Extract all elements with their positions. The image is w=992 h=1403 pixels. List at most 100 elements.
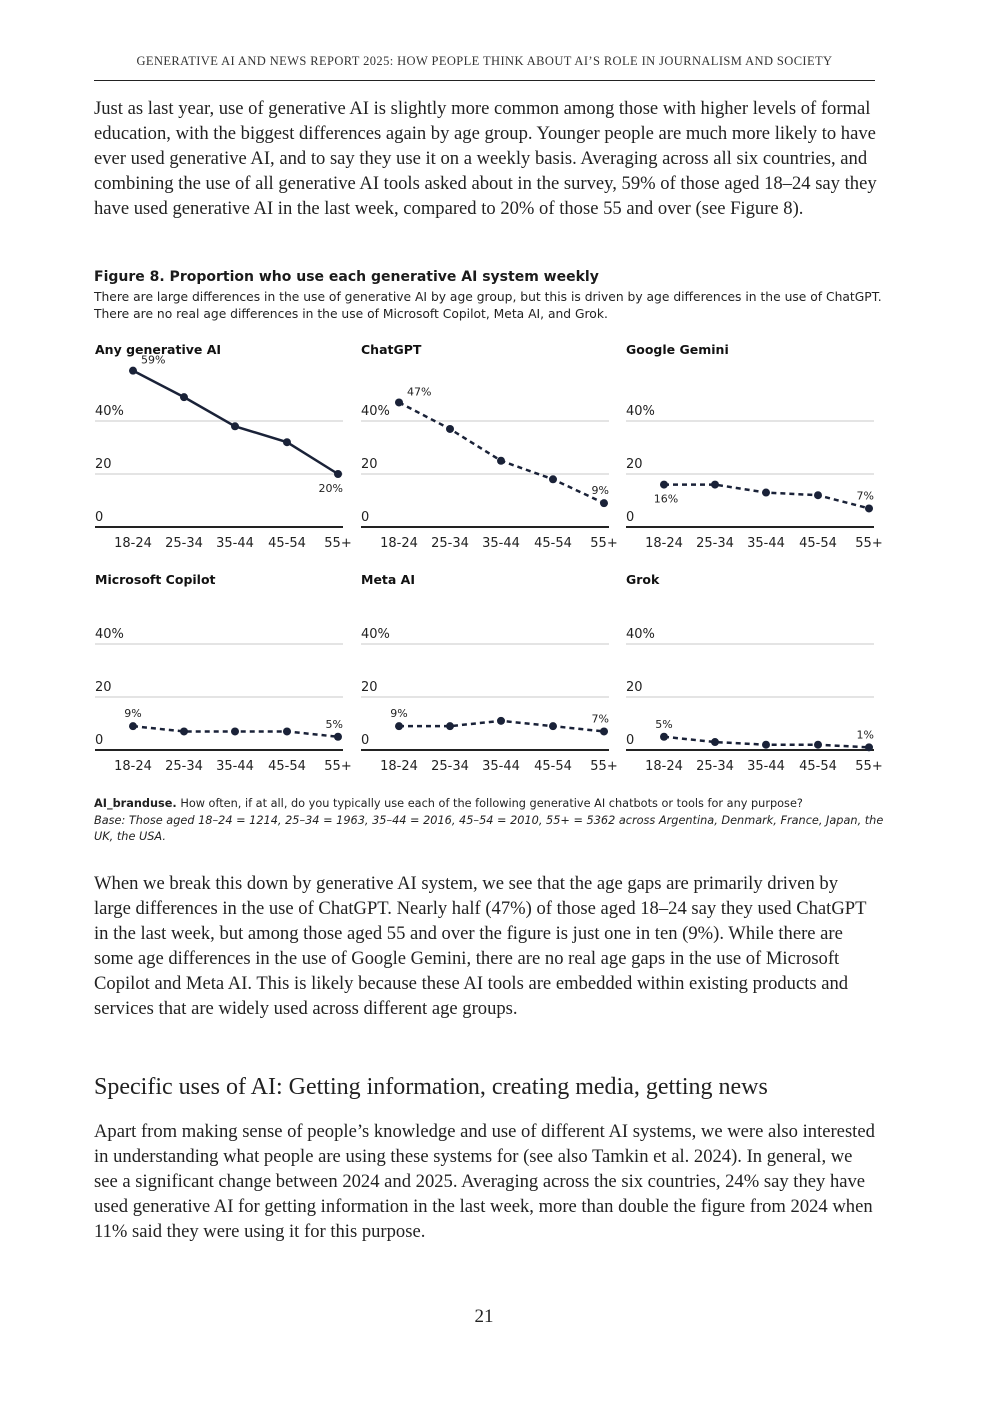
x-tick-label: 35-44 [747, 536, 785, 551]
data-label: 9% [592, 484, 609, 497]
data-point [334, 470, 342, 478]
x-tick-label: 18-24 [645, 759, 683, 774]
data-point [283, 727, 291, 736]
note-label: AI_branduse. [94, 797, 177, 810]
y-tick-label: 20 [361, 457, 378, 472]
x-tick-label: 18-24 [114, 759, 152, 774]
x-tick-label: 45-54 [268, 536, 306, 551]
chart-panel-microsoft-copilot: Microsoft Copilot 0 20 40% 18-24 25-34 35-44 45… [95, 570, 352, 785]
data-label: 9% [124, 707, 141, 720]
chart-title: Grok [626, 572, 660, 587]
x-tick-label: 55+ [855, 759, 882, 774]
y-tick-label: 40% [626, 627, 655, 642]
data-label: 59% [141, 354, 165, 367]
series-line [664, 483, 870, 510]
chart-svg: Grok 0 20 40% 18-24 25-34 35-44 45-54 55+ 5% 1% [626, 572, 883, 774]
data-point [814, 740, 822, 749]
data-label: 47% [407, 385, 431, 398]
x-tick-label: 55+ [855, 536, 882, 551]
data-label: 20% [319, 482, 343, 495]
chart-panel-chatgpt: ChatGPT 0 20 40% 18-24 25-34 35-44 45-54 55+ 47% 9… [361, 340, 618, 555]
data-label: 16% [654, 493, 678, 506]
chart-svg: Meta AI 0 20 40% 18-24 25-34 35-44 45-54 55+ 9% 7% [361, 572, 618, 774]
figure-subtitle: There are large differences in the use o… [94, 290, 882, 321]
data-point [600, 499, 608, 508]
figure-title: Figure 8. Proportion who use each genera… [94, 269, 599, 285]
data-point [865, 504, 873, 513]
x-tick-label: 45-54 [534, 536, 572, 551]
series-line [398, 401, 605, 505]
data-label: 7% [857, 489, 874, 502]
data-label: 1% [857, 728, 874, 741]
x-tick-label: 45-54 [799, 536, 837, 551]
data-point [814, 491, 822, 500]
data-point [549, 722, 557, 731]
data-point [334, 732, 342, 741]
x-tick-label: 45-54 [534, 759, 572, 774]
data-point [762, 740, 770, 749]
data-point [395, 398, 403, 407]
x-tick-label: 55+ [324, 759, 351, 774]
x-tick-label: 18-24 [645, 536, 683, 551]
data-point [231, 422, 239, 431]
x-tick-label: 55+ [590, 536, 617, 551]
data-point [660, 732, 668, 741]
data-point [231, 727, 239, 736]
note-question: How often, if at all, do you typically u… [176, 797, 803, 810]
chart-title: Microsoft Copilot [95, 572, 216, 587]
data-point [180, 727, 188, 736]
x-tick-label: 18-24 [114, 536, 152, 551]
y-tick-label: 40% [361, 627, 390, 642]
x-tick-label: 35-44 [747, 759, 785, 774]
header-divider [94, 80, 875, 81]
paragraph-intro: Just as last year, use of generative AI … [94, 98, 877, 219]
y-tick-label: 0 [95, 733, 103, 748]
x-tick-label: 35-44 [216, 536, 254, 551]
data-point [711, 480, 719, 489]
x-tick-label: 55+ [324, 536, 351, 551]
x-tick-label: 45-54 [799, 759, 837, 774]
series-line [132, 369, 339, 476]
page-number: 21 [474, 1306, 494, 1327]
chart-title: ChatGPT [361, 342, 422, 357]
y-tick-label: 20 [361, 680, 378, 695]
chart-svg: Any generative AI 0 20 40% 18-24 25-34 35-44 45… [95, 342, 352, 551]
data-point [129, 366, 137, 375]
data-point [497, 456, 505, 465]
x-tick-label: 25-34 [431, 759, 469, 774]
data-point [446, 722, 454, 731]
data-point [283, 438, 291, 447]
chart-svg: ChatGPT 0 20 40% 18-24 25-34 35-44 45-54 55+ 47% 9… [361, 342, 618, 551]
y-tick-label: 20 [95, 457, 112, 472]
y-tick-label: 20 [626, 457, 643, 472]
data-point [600, 727, 608, 736]
x-tick-label: 25-34 [165, 536, 203, 551]
y-tick-label: 20 [95, 680, 112, 695]
figure-note: AI_branduse. How often, if at all, do yo… [94, 796, 884, 846]
section-heading: Specific uses of AI: Getting information… [94, 1074, 768, 1100]
y-tick-label: 0 [626, 733, 634, 748]
x-tick-label: 25-34 [696, 536, 734, 551]
data-point [865, 743, 873, 752]
data-point [395, 722, 403, 731]
x-tick-label: 25-34 [431, 536, 469, 551]
data-point [180, 393, 188, 402]
x-tick-label: 55+ [590, 759, 617, 774]
y-tick-label: 40% [95, 404, 124, 419]
y-tick-label: 0 [361, 510, 369, 525]
y-tick-label: 0 [361, 733, 369, 748]
data-label: 9% [390, 707, 407, 720]
data-point [497, 716, 505, 725]
data-label: 7% [592, 712, 609, 725]
y-tick-label: 40% [361, 404, 390, 419]
chart-title: Google Gemini [626, 342, 729, 357]
x-tick-label: 18-24 [380, 536, 418, 551]
x-tick-label: 45-54 [268, 759, 306, 774]
running-header: GENERATIVE AI AND NEWS REPORT 2025: HOW … [136, 54, 833, 68]
x-tick-label: 35-44 [482, 536, 520, 551]
data-point [762, 488, 770, 497]
x-tick-label: 35-44 [216, 759, 254, 774]
y-tick-label: 40% [626, 404, 655, 419]
paragraph-uses: Apart from making sense of people’s know… [94, 1121, 875, 1242]
chart-title: Any generative AI [95, 342, 221, 357]
